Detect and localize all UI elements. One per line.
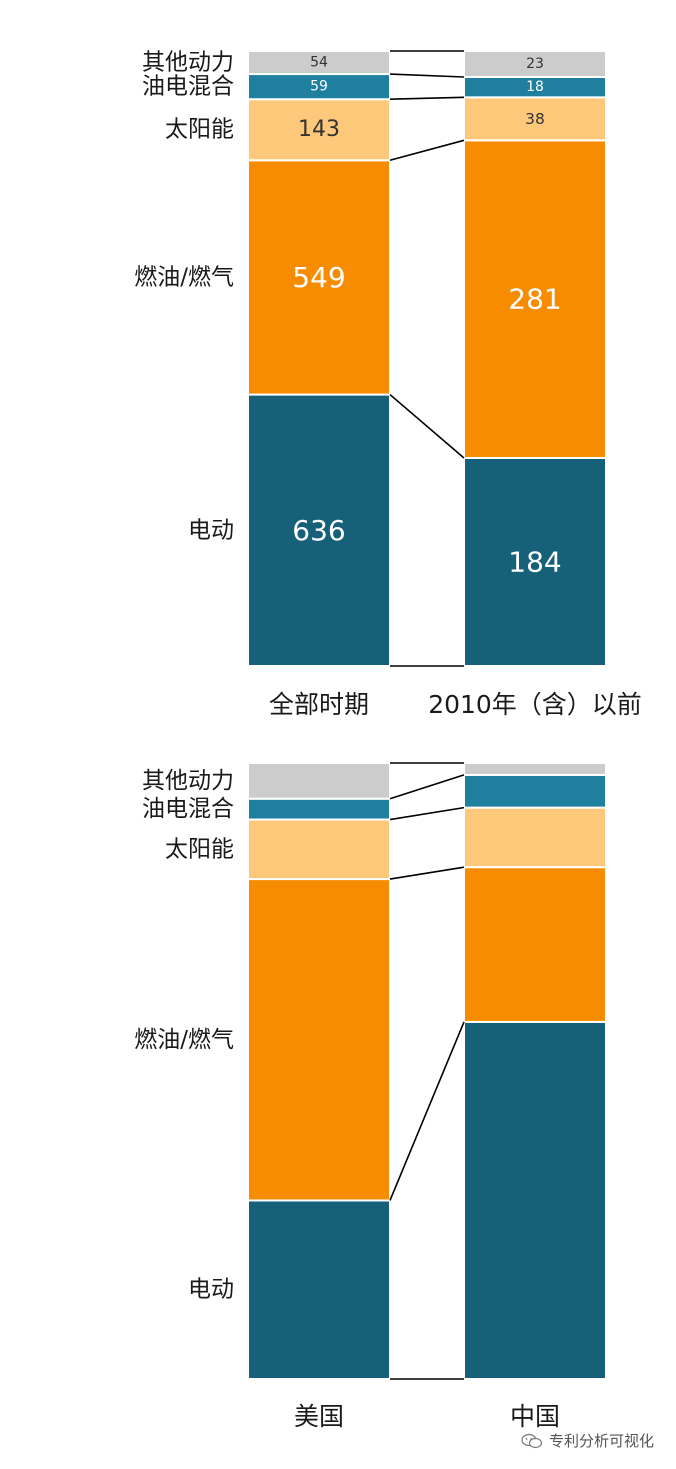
series-label: 其他动力 bbox=[142, 50, 234, 76]
watermark: 专利分析可视化 bbox=[521, 1430, 654, 1451]
bar-segment bbox=[463, 806, 607, 869]
connector-line bbox=[389, 1021, 465, 1201]
category-label: 2010年（含）以前 bbox=[428, 690, 642, 719]
data-label: 636 bbox=[292, 514, 345, 547]
data-label: 59 bbox=[310, 79, 328, 95]
connector-line bbox=[389, 806, 465, 821]
wechat-icon bbox=[521, 1433, 543, 1448]
connector-line bbox=[389, 774, 465, 800]
connector-line bbox=[389, 393, 465, 459]
connector-line bbox=[389, 73, 465, 78]
bar-segment bbox=[247, 878, 391, 1202]
watermark-text: 专利分析可视化 bbox=[548, 1432, 654, 1450]
series-label: 电动 bbox=[188, 1277, 234, 1303]
data-label: 184 bbox=[508, 545, 561, 578]
category-label: 中国 bbox=[510, 1402, 560, 1431]
series-label: 燃油/燃气 bbox=[134, 264, 234, 290]
bar-segment bbox=[463, 762, 607, 776]
bar-segment bbox=[463, 773, 607, 809]
data-label: 18 bbox=[526, 79, 544, 95]
series-label: 油电混合 bbox=[142, 796, 234, 822]
series-label: 其他动力 bbox=[142, 768, 234, 794]
bar-segment bbox=[247, 818, 391, 881]
connector-line bbox=[389, 139, 465, 162]
data-label: 281 bbox=[508, 283, 561, 316]
data-label: 143 bbox=[298, 117, 340, 142]
bar-segment bbox=[247, 762, 391, 800]
series-label: 电动 bbox=[188, 517, 234, 543]
bar-segment bbox=[463, 1020, 607, 1380]
bar-segment bbox=[247, 159, 391, 396]
bar-segment bbox=[247, 797, 391, 821]
data-label: 549 bbox=[292, 261, 345, 294]
category-label: 美国 bbox=[294, 1402, 344, 1431]
bar-segment bbox=[463, 456, 607, 667]
data-label: 38 bbox=[525, 110, 545, 128]
series-label: 油电混合 bbox=[142, 74, 234, 100]
bar-segment bbox=[247, 73, 391, 101]
bar-segment bbox=[463, 139, 607, 459]
series-label: 太阳能 bbox=[165, 117, 234, 143]
bar-segment bbox=[463, 96, 607, 142]
connector-line bbox=[389, 866, 465, 880]
data-label: 23 bbox=[526, 56, 544, 72]
bar-segment bbox=[247, 1199, 391, 1380]
category-label: 全部时期 bbox=[269, 690, 369, 719]
bar-segment bbox=[247, 50, 391, 76]
series-label: 太阳能 bbox=[165, 836, 234, 862]
bar-segment bbox=[247, 393, 391, 667]
connector-line bbox=[389, 96, 465, 101]
series-label: 燃油/燃气 bbox=[134, 1027, 234, 1053]
data-label: 54 bbox=[310, 55, 328, 71]
bar-segment bbox=[463, 866, 607, 1023]
bar-segment bbox=[463, 50, 607, 79]
